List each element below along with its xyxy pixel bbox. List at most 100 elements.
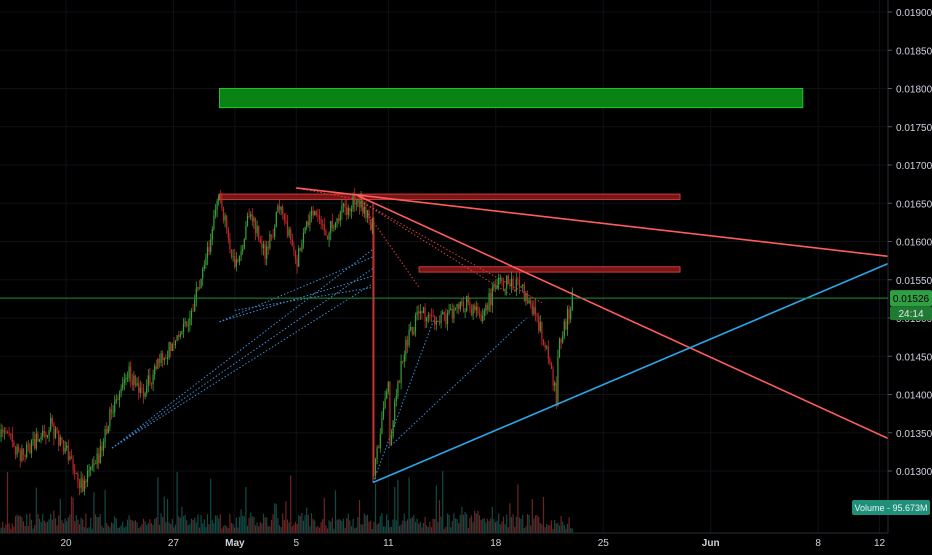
candle-body <box>417 312 418 316</box>
candle-body <box>79 481 80 488</box>
volume-bar <box>213 523 214 533</box>
volume-bar <box>156 517 157 533</box>
candle-body <box>197 287 198 289</box>
volume-bar <box>81 518 82 533</box>
volume-bar <box>105 490 106 533</box>
volume-bar <box>570 528 571 533</box>
candle-body <box>119 393 120 400</box>
volume-bar <box>428 527 429 533</box>
candle-body <box>463 302 464 312</box>
candle-body <box>394 401 395 421</box>
candle-body <box>97 454 98 464</box>
volume-bar <box>145 521 146 533</box>
volume-bar <box>148 523 149 533</box>
candle-body <box>501 278 502 281</box>
volume-bar <box>487 519 488 533</box>
candle-body <box>418 312 419 314</box>
volume-bar <box>473 522 474 533</box>
candle-body <box>338 218 339 221</box>
volume-bar <box>317 526 318 533</box>
volume-bar <box>394 487 395 533</box>
volume-bar <box>362 525 363 533</box>
volume-bar <box>2 522 3 533</box>
candle-body <box>317 215 318 216</box>
volume-bar <box>127 520 128 533</box>
candle-body <box>31 440 32 453</box>
volume-bar <box>44 521 45 533</box>
candle-body <box>532 305 533 314</box>
candle-body <box>319 215 320 219</box>
candle-body <box>316 211 317 215</box>
candle-body <box>218 196 219 201</box>
candle-body <box>401 361 402 383</box>
volume-bar <box>538 517 539 533</box>
candle-body <box>285 220 286 221</box>
volume-bar <box>68 517 69 533</box>
volume-bar <box>516 516 517 533</box>
candle-body <box>9 433 10 434</box>
candle-body <box>298 248 299 266</box>
x-tick-label: 25 <box>598 538 610 549</box>
volume-bar <box>89 527 90 533</box>
candle-body <box>332 221 333 228</box>
volume-bar <box>349 520 350 533</box>
candle-body <box>476 307 477 310</box>
candle-body <box>207 247 208 258</box>
volume-bar <box>61 520 62 533</box>
volume-bar <box>508 527 509 533</box>
candle-body <box>253 218 254 221</box>
candle-body <box>74 470 75 474</box>
candle-body <box>95 463 96 464</box>
volume-bar <box>79 524 80 533</box>
candle-body <box>385 398 386 408</box>
volume-bar <box>242 516 243 533</box>
volume-bar <box>372 529 373 533</box>
candle-body <box>284 214 285 221</box>
volume-bar <box>41 522 42 533</box>
volume-bar <box>101 526 102 533</box>
volume-bar <box>249 518 250 533</box>
candle-body <box>553 369 554 386</box>
x-tick-label: 27 <box>168 538 180 549</box>
candle-body <box>169 342 170 358</box>
candle-body <box>505 289 506 290</box>
candle-body <box>127 378 128 379</box>
volume-bar <box>69 515 70 533</box>
price-axis[interactable]: 0.019000.018500.018000.017500.017000.016… <box>888 0 932 550</box>
volume-bar <box>26 514 27 533</box>
volume-bar <box>453 513 454 533</box>
candle-body <box>148 375 149 385</box>
candle-body <box>511 279 512 286</box>
candle-body <box>5 431 6 432</box>
candle-body <box>162 353 163 360</box>
candle-body <box>442 312 443 314</box>
volume-bar <box>204 519 205 533</box>
candle-body <box>431 315 432 316</box>
candle-body <box>421 311 422 313</box>
candle-body <box>50 418 51 431</box>
candle-body <box>265 244 266 258</box>
volume-bar <box>47 522 48 533</box>
volume-bar <box>420 522 421 533</box>
volume-bar <box>450 527 451 533</box>
volume-bar <box>114 516 115 533</box>
volume-bar <box>300 516 301 533</box>
candle-body <box>333 227 334 228</box>
candle-body <box>343 204 344 206</box>
candle-body <box>269 234 270 248</box>
volume-bar <box>17 515 18 533</box>
volume-bar <box>479 515 480 533</box>
x-tick-label: 5 <box>293 538 299 549</box>
last-price-label: 0.01526 <box>893 294 930 305</box>
volume-bar <box>436 486 437 533</box>
volume-bar <box>175 525 176 533</box>
volume-bar <box>533 519 534 533</box>
volume-bar <box>140 526 141 533</box>
candle-body <box>503 281 504 290</box>
candle-body <box>146 386 147 393</box>
y-tick-label: 0.01900 <box>896 8 932 19</box>
volume-bar <box>93 492 94 533</box>
candle-body <box>444 312 445 315</box>
